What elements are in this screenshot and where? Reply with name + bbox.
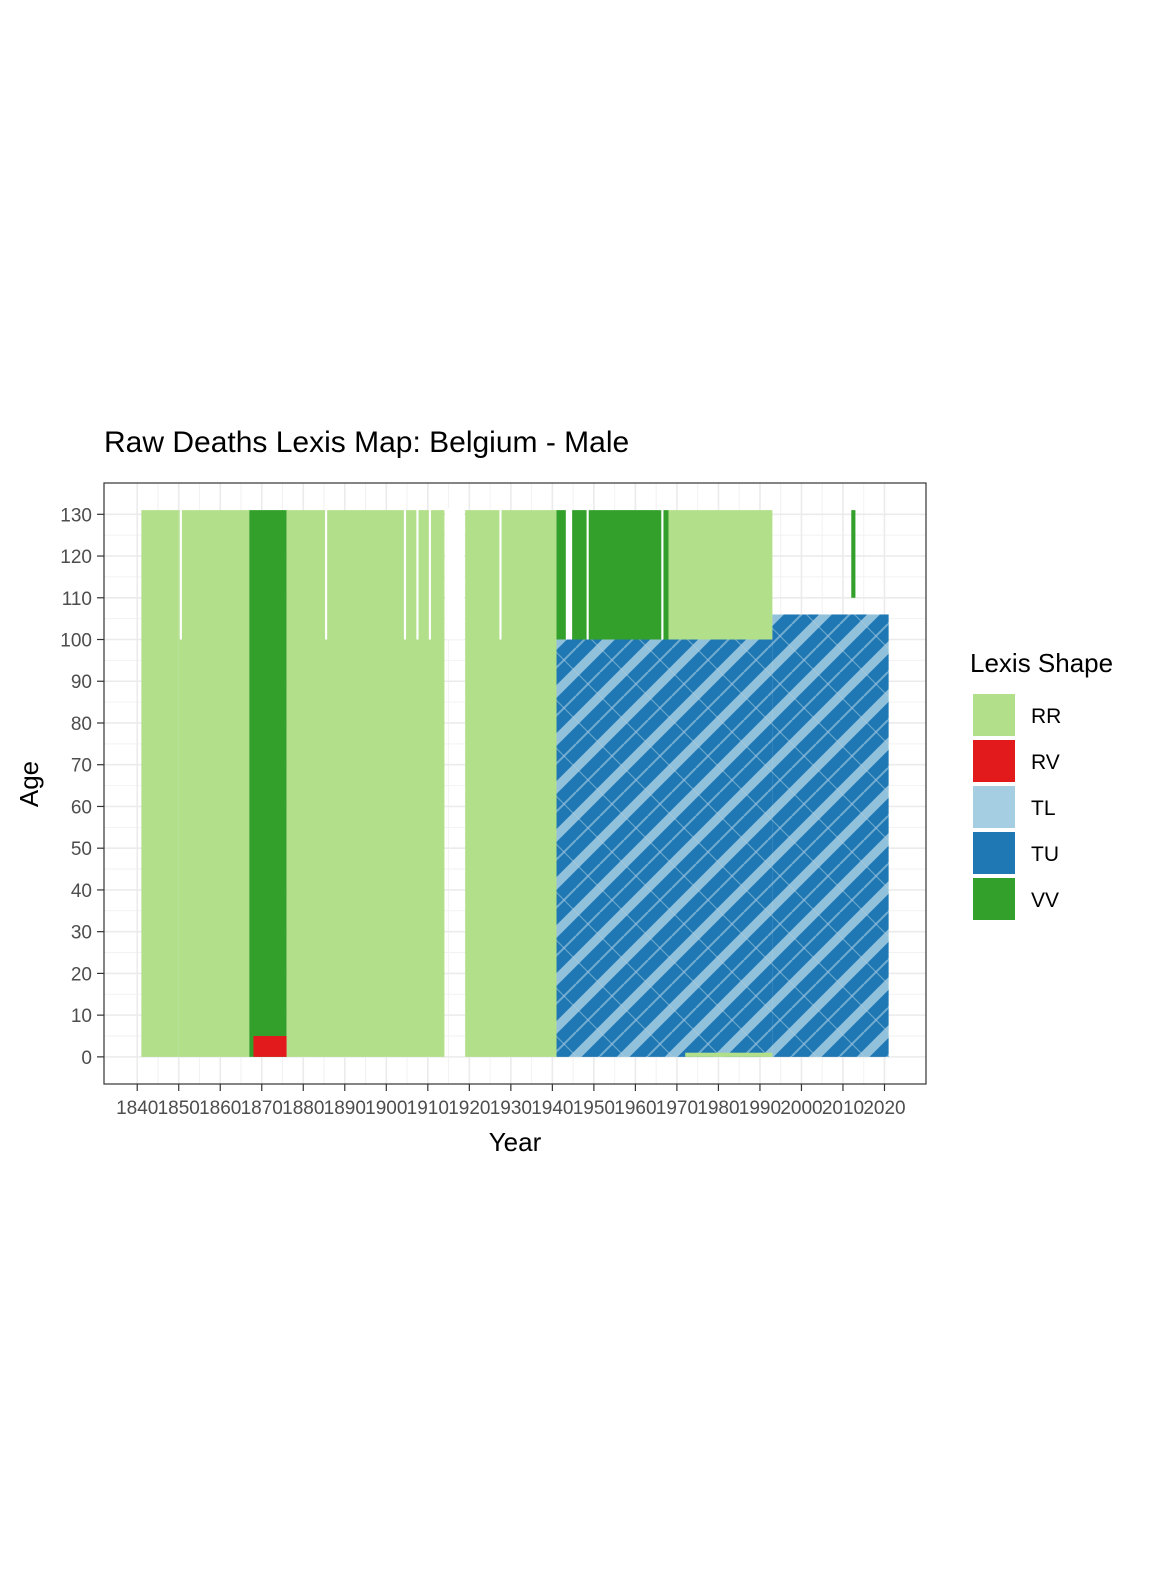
legend-label-rv: RV [1031,751,1060,774]
region-tu [556,639,773,1057]
region-rr [668,510,773,640]
region-rv [253,1036,287,1057]
x-tick-label: 1900 [365,1098,407,1119]
data-gap [499,508,502,640]
legend-keys: RR RV TL TU VV [973,694,1061,920]
legend-key-vv [973,878,1015,920]
legend: Lexis Shape RR RV TL TU VV [970,648,1113,920]
y-tick-label: 70 [71,756,92,777]
x-tick-label: 1860 [199,1098,241,1119]
region-rr [685,1052,773,1057]
data-gap [179,508,182,640]
y-tick-label: 40 [71,881,92,902]
x-tick-label: 1930 [490,1098,532,1119]
y-tick-label: 110 [62,589,92,610]
x-tick-label: 1960 [614,1098,656,1119]
region-rr [178,510,250,1057]
legend-label-tl: TL [1031,797,1056,820]
region-rr [141,510,179,1057]
region-rr [286,510,445,1057]
x-axis-title: Year [489,1127,542,1157]
region-tu [772,614,889,1057]
x-tick-label: 1980 [697,1098,739,1119]
x-tick-label: 1870 [241,1098,283,1119]
x-tick-label: 1910 [407,1098,449,1119]
lexis-regions [141,510,889,1057]
data-gap [428,508,431,640]
y-tick-label: 90 [71,672,92,693]
legend-title: Lexis Shape [970,648,1113,678]
legend-key-rv [973,740,1015,782]
missing-data-gaps [179,508,664,640]
y-tick-label: 80 [71,714,92,735]
data-gap [445,508,465,640]
x-tick-label: 1840 [116,1098,158,1119]
region-vv [556,510,669,640]
y-tick-label: 10 [71,1006,92,1027]
x-tick-label: 1940 [531,1098,573,1119]
y-tick-label: 20 [71,964,92,985]
region-rr [465,510,557,1057]
plot-border [103,482,927,1085]
legend-label-vv: VV [1031,889,1059,912]
legend-label-tu: TU [1031,843,1059,866]
x-tick-label: 2010 [822,1098,864,1119]
y-axis-ticks: 0 10 20 30 40 50 60 70 80 90 100 110 120 130 [60,505,104,1069]
region-vv [851,510,856,598]
y-tick-label: 30 [71,923,92,944]
legend-key-tl [973,786,1015,828]
x-tick-label: 1950 [573,1098,615,1119]
y-tick-label: 100 [60,631,92,652]
x-tick-label: 1850 [158,1098,200,1119]
data-gap [661,508,664,640]
y-tick-label: 0 [81,1048,92,1069]
legend-key-tu [973,832,1015,874]
y-axis-title: Age [14,761,44,807]
data-gap [403,508,407,640]
data-gap [586,508,589,640]
x-axis-ticks: 1840 1850 1860 1870 1880 1890 1900 1910 1920 1930… [116,1084,906,1119]
data-gap [565,508,573,640]
data-gap [416,508,419,640]
x-tick-label: 1990 [739,1098,781,1119]
region-vv [249,510,287,1057]
legend-key-rr [973,694,1015,736]
y-tick-label: 120 [60,547,92,568]
y-tick-label: 60 [71,797,92,818]
data-gap [325,508,328,640]
x-tick-label: 2000 [780,1098,822,1119]
y-tick-label: 130 [60,505,92,526]
x-tick-label: 1970 [656,1098,698,1119]
legend-label-rr: RR [1031,705,1061,728]
x-tick-label: 2020 [863,1098,905,1119]
x-tick-label: 1880 [282,1098,324,1119]
y-tick-label: 50 [71,839,92,860]
chart-title: Raw Deaths Lexis Map: Belgium - Male [104,426,629,459]
x-tick-label: 1890 [324,1098,366,1119]
x-tick-label: 1920 [448,1098,490,1119]
